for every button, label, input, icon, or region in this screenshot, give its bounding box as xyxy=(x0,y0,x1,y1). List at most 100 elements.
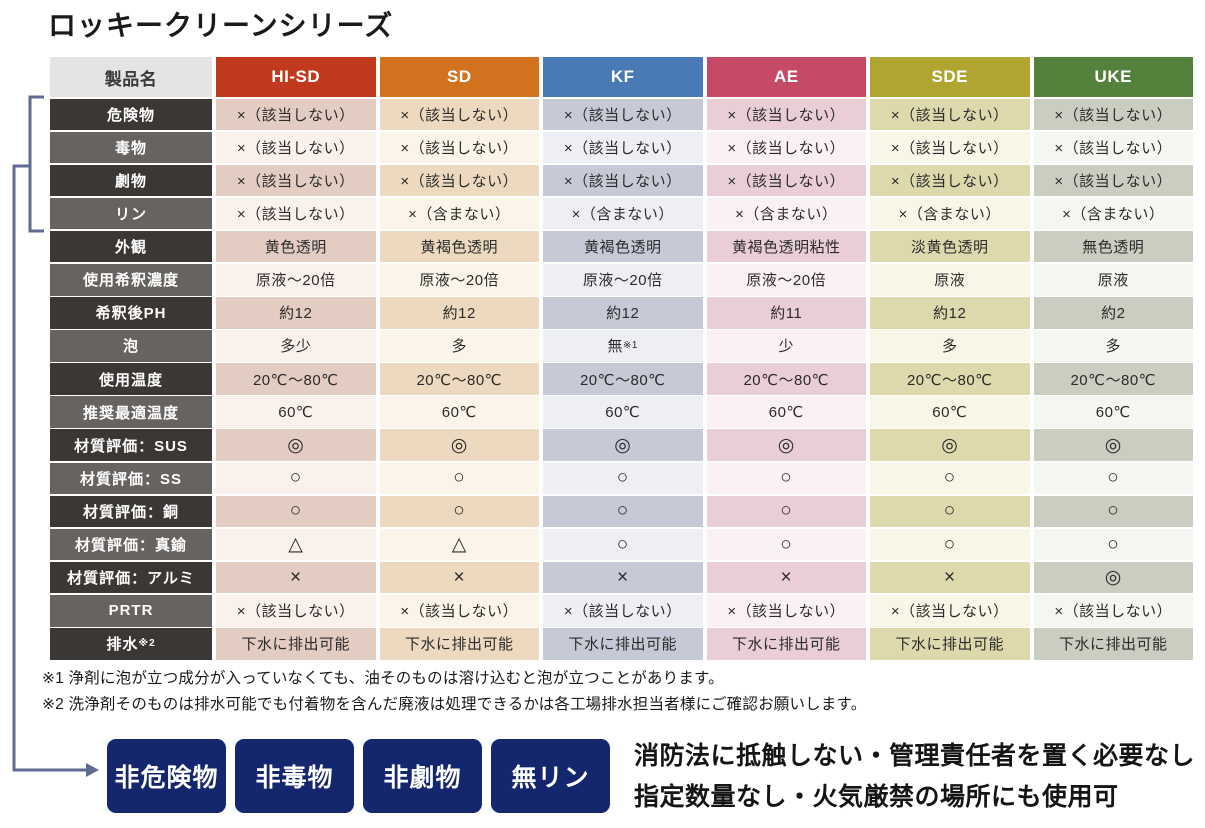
row-label: 材質評価：真鍮 xyxy=(50,528,212,561)
row-label: 希釈後PH xyxy=(50,297,212,329)
table-cell: 約11 xyxy=(706,297,866,329)
table-cell: ×（含まない） xyxy=(870,197,1030,230)
table-cell: ×（該当しない） xyxy=(543,164,703,197)
table-cell: × xyxy=(706,561,866,594)
table-cell: ×（該当しない） xyxy=(216,131,376,164)
table-cell: 原液～20倍 xyxy=(216,263,376,296)
table-cell: 原液 xyxy=(1033,263,1193,296)
annotation-bracket-arrow xyxy=(12,95,99,777)
row-label: 材質評価：SUS xyxy=(50,429,212,462)
table-cell: ○ xyxy=(870,462,1030,495)
product-header-kf: KF xyxy=(543,57,703,97)
row-label: 外観 xyxy=(50,230,212,263)
table-cell: ○ xyxy=(706,462,866,495)
table-cell: ×（該当しない） xyxy=(379,98,539,131)
table-cell: 多 xyxy=(870,330,1030,362)
row-label: 材質評価：アルミ xyxy=(50,561,212,594)
row-label: 材質評価：銅 xyxy=(50,495,212,528)
table-cell: △ xyxy=(379,528,539,561)
table-cell: △ xyxy=(216,528,376,561)
table-cell: 黄褐色透明 xyxy=(379,230,539,263)
table-cell: ○ xyxy=(1033,462,1193,495)
table-cell: ×（含まない） xyxy=(706,197,866,230)
table-cell: ×（該当しない） xyxy=(706,164,866,197)
table-cell: ×（該当しない） xyxy=(870,131,1030,164)
table-cell: × xyxy=(543,561,703,594)
table-cell: ×（該当しない） xyxy=(216,98,376,131)
table-cell: ×（該当しない） xyxy=(379,131,539,164)
table-cell: 約12 xyxy=(379,297,539,329)
feature-badges: 非危険物 非毒物 非劇物 無リン xyxy=(107,739,610,813)
table-cell: 少 xyxy=(706,330,866,362)
table-cell: 下水に排出可能 xyxy=(706,628,866,660)
badge-4: 無リン xyxy=(491,739,610,813)
row-label: 推奨最適温度 xyxy=(50,396,212,428)
product-header-ae: AE xyxy=(706,57,866,97)
table-cell: 黄色透明 xyxy=(216,230,376,263)
table-cell: ○ xyxy=(870,495,1030,528)
table-cell: ×（含まない） xyxy=(1033,197,1193,230)
table-cell: ×（該当しない） xyxy=(543,594,703,627)
table-cell: ○ xyxy=(706,495,866,528)
table-cell: ○ xyxy=(379,495,539,528)
table-cell: 無 ※1 xyxy=(543,330,703,362)
table-cell: 下水に排出可能 xyxy=(870,628,1030,660)
table-cell: ◎ xyxy=(706,429,866,462)
table-cell: ×（該当しない） xyxy=(1033,164,1193,197)
table-cell: × xyxy=(216,561,376,594)
table-cell: ○ xyxy=(379,462,539,495)
table-cell: ×（該当しない） xyxy=(706,98,866,131)
table-cell: ○ xyxy=(1033,528,1193,561)
table-cell: ○ xyxy=(706,528,866,561)
table-cell: ×（該当しない） xyxy=(1033,98,1193,131)
table-cell: ◎ xyxy=(1033,561,1193,594)
row-label: 材質評価：SS xyxy=(50,462,212,495)
table-cell: ×（該当しない） xyxy=(1033,594,1193,627)
table-cell: ×（含まない） xyxy=(379,197,539,230)
product-header-sde: SDE xyxy=(870,57,1030,97)
corner-header-product-name: 製品名 xyxy=(50,57,212,97)
table-cell: 下水に排出可能 xyxy=(1033,628,1193,660)
row-label: 危険物 xyxy=(50,98,212,131)
table-cell: × xyxy=(870,561,1030,594)
table-cell: ×（該当しない） xyxy=(870,594,1030,627)
product-table: 製品名 HI-SD SD KF AE SDE UKE 危険物 ×（該当しない） ×（該当しない） ×… xyxy=(50,57,1193,660)
table-cell: 原液～20倍 xyxy=(543,263,703,296)
table-cell: ○ xyxy=(543,495,703,528)
arrow-head xyxy=(86,763,99,777)
table-cell: ○ xyxy=(870,528,1030,561)
table-cell: ◎ xyxy=(543,429,703,462)
table-cell: 約2 xyxy=(1033,297,1193,329)
row-label: 使用温度 xyxy=(50,363,212,395)
claim-line-2: 指定数量なし・火気厳禁の場所にも使用可 xyxy=(634,783,1119,811)
table-cell: ○ xyxy=(543,462,703,495)
arrow-line-to-badges xyxy=(12,164,86,772)
product-header-sd: SD xyxy=(379,57,539,97)
table-cell: 無色透明 xyxy=(1033,230,1193,263)
table-cell: 下水に排出可能 xyxy=(216,628,376,660)
badge-2: 非毒物 xyxy=(235,739,354,813)
table-cell: ×（該当しない） xyxy=(706,131,866,164)
table-cell: 20℃～80℃ xyxy=(216,363,376,395)
table-cell: 60℃ xyxy=(379,396,539,428)
claim-line-1: 消防法に抵触しない・管理責任者を置く必要なし xyxy=(634,742,1196,770)
footnotes: ※1 浄剤に泡が立つ成分が入っていなくても、油そのものは溶け込むと泡が立つことが… xyxy=(42,666,866,718)
table-cell: ×（該当しない） xyxy=(870,98,1030,131)
table-cell: 60℃ xyxy=(1033,396,1193,428)
table-cell: ○ xyxy=(543,528,703,561)
table-cell: ×（該当しない） xyxy=(379,594,539,627)
table-cell: ×（該当しない） xyxy=(543,98,703,131)
table-cell: 淡黄色透明 xyxy=(870,230,1030,263)
row-label: 使用希釈濃度 xyxy=(50,263,212,296)
table-cell: ×（該当しない） xyxy=(379,164,539,197)
table-cell: ○ xyxy=(216,495,376,528)
page-title: ロッキークリーンシリーズ xyxy=(48,10,394,41)
table-cell: ×（該当しない） xyxy=(543,131,703,164)
table-cell: 原液～20倍 xyxy=(706,263,866,296)
row-label: リン xyxy=(50,197,212,230)
table-cell: 20℃～80℃ xyxy=(1033,363,1193,395)
table-cell: ×（該当しない） xyxy=(216,197,376,230)
table-cell: ×（該当しない） xyxy=(706,594,866,627)
table-cell: 60℃ xyxy=(870,396,1030,428)
table-cell: 20℃～80℃ xyxy=(379,363,539,395)
